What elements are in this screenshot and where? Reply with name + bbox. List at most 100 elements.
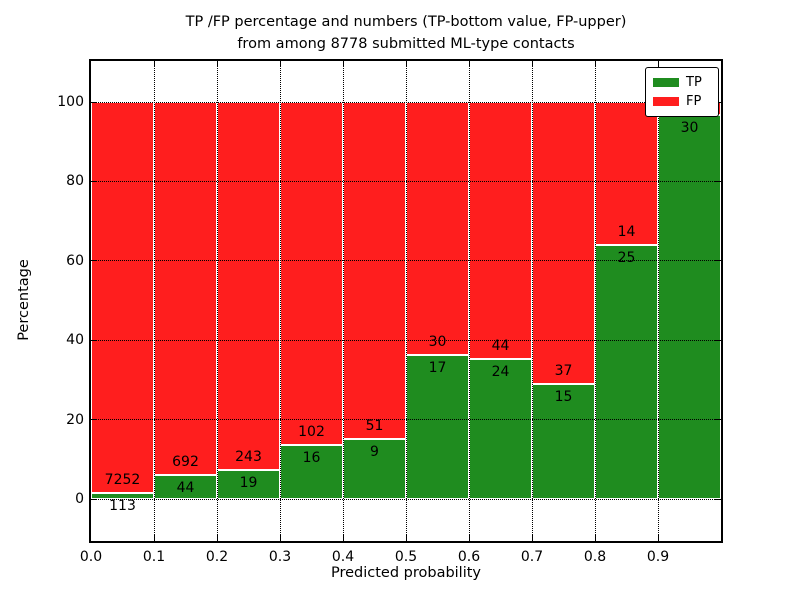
- bar-tp-0.3: [280, 445, 343, 499]
- y-tick-0: [91, 498, 97, 500]
- bar-fp-0.1: [154, 102, 217, 476]
- bar-fp-0.3: [280, 102, 343, 446]
- x-axis-label: Predicted probability: [330, 565, 482, 581]
- y-gridline-100: [91, 101, 721, 103]
- bar-tp-0.5: [406, 355, 469, 499]
- x-tick-top-0.6: [468, 61, 470, 67]
- legend-entry-fp: FP: [653, 92, 711, 111]
- bar-fp-0.7: [532, 102, 595, 385]
- tp-count-label-0.6: 24: [491, 363, 510, 380]
- chart-title-line-1: TP /FP percentage and numbers (TP-bottom…: [185, 14, 627, 30]
- x-tick-0.7: [531, 535, 533, 541]
- tp-count-label-0.9: 30: [680, 119, 699, 136]
- x-tick-label-0.3: 0.3: [268, 549, 292, 565]
- x-tick-0.1: [153, 535, 155, 541]
- x-tick-top-0.5: [405, 61, 407, 67]
- x-tick-0.8: [594, 535, 596, 541]
- tp-count-label-0.3: 16: [302, 450, 321, 467]
- x-tick-label-0.1: 0.1: [142, 549, 166, 565]
- bar-tp-0.9: [658, 114, 721, 499]
- bar-fp-0.6: [469, 102, 532, 359]
- bar-fp-0.2: [217, 102, 280, 471]
- x-tick-label-0.2: 0.2: [205, 549, 229, 565]
- y-tick-right-20: [715, 419, 721, 421]
- y-gridline-0: [91, 498, 721, 500]
- x-tick-label-0.6: 0.6: [457, 549, 481, 565]
- y-tick-right-60: [715, 260, 721, 262]
- y-gridline-80: [91, 180, 721, 182]
- legend: TP FP: [645, 67, 719, 117]
- fp-count-label-0.2: 243: [235, 449, 262, 466]
- x-tick-0.5: [405, 535, 407, 541]
- x-gridline-0.4: [342, 61, 344, 541]
- x-tick-top-0.2: [216, 61, 218, 67]
- fp-count-label-0.3: 102: [298, 424, 325, 441]
- x-gridline-0.2: [216, 61, 218, 541]
- fp-count-label-0.0: 7252: [104, 471, 141, 488]
- tp-count-label-0.0: 113: [109, 497, 136, 514]
- x-tick-label-0.7: 0.7: [520, 549, 544, 565]
- x-tick-0.2: [216, 535, 218, 541]
- x-gridline-0.9: [657, 61, 659, 541]
- y-tick-label-20: 20: [66, 411, 84, 428]
- x-tick-label-0.4: 0.4: [331, 549, 355, 565]
- y-gridline-60: [91, 260, 721, 262]
- y-tick-label-60: 60: [66, 252, 84, 269]
- fp-count-label-0.1: 692: [172, 454, 199, 471]
- x-gridline-0.5: [405, 61, 407, 541]
- bar-tp-0.6: [469, 358, 532, 499]
- bar-fp-0.5: [406, 102, 469, 356]
- bar-tp-0.7: [532, 384, 595, 499]
- y-tick-60: [91, 260, 97, 262]
- y-tick-80: [91, 180, 97, 182]
- bar-tp-0.4: [343, 439, 406, 499]
- y-tick-right-0: [715, 498, 721, 500]
- y-axis-label: Percentage: [16, 259, 32, 341]
- bar-fp-0.4: [343, 102, 406, 440]
- bar-tp-0.8: [595, 244, 658, 499]
- y-tick-20: [91, 419, 97, 421]
- x-tick-top-0.9: [657, 61, 659, 67]
- tp-count-label-0.1: 44: [176, 480, 195, 497]
- x-tick-top-0.1: [153, 61, 155, 67]
- y-tick-label-80: 80: [66, 173, 84, 190]
- x-tick-label-0.0: 0.0: [79, 549, 103, 565]
- x-tick-top-0.8: [594, 61, 596, 67]
- tp-count-label-0.8: 25: [617, 249, 636, 266]
- x-tick-label-0.5: 0.5: [394, 549, 418, 565]
- x-tick-top-0.3: [279, 61, 281, 67]
- fp-count-label-0.7: 37: [554, 363, 573, 380]
- y-tick-40: [91, 339, 97, 341]
- x-tick-0.4: [342, 535, 344, 541]
- x-gridline-0.1: [153, 61, 155, 541]
- y-tick-100: [91, 101, 97, 103]
- fp-count-label-0.5: 30: [428, 334, 447, 351]
- bar-fp-0.8: [595, 102, 658, 245]
- fp-count-label-0.4: 51: [365, 418, 384, 435]
- x-tick-0.3: [279, 535, 281, 541]
- tp-count-label-0.4: 9: [370, 444, 379, 461]
- tp-count-label-0.2: 19: [239, 475, 258, 492]
- x-gridline-0.8: [594, 61, 596, 541]
- fp-count-label-0.6: 44: [491, 337, 510, 354]
- tp-count-label-0.5: 17: [428, 360, 447, 377]
- y-tick-label-100: 100: [57, 94, 84, 110]
- tp-swatch-icon: [653, 78, 679, 87]
- x-tick-label-0.8: 0.8: [583, 549, 607, 565]
- legend-entry-tp: TP: [653, 73, 711, 92]
- legend-label-tp: TP: [686, 75, 702, 90]
- x-tick-0.9: [657, 535, 659, 541]
- bar-fp-0.0: [91, 102, 154, 493]
- legend-label-fp: FP: [686, 94, 702, 109]
- x-tick-label-0.9: 0.9: [646, 549, 670, 565]
- chart-title-line-2: from among 8778 submitted ML-type contac…: [237, 36, 575, 52]
- fp-count-label-0.8: 14: [617, 223, 636, 240]
- fp-swatch-icon: [653, 97, 679, 106]
- x-gridline-0.3: [279, 61, 281, 541]
- y-tick-right-40: [715, 339, 721, 341]
- tp-count-label-0.7: 15: [554, 389, 573, 406]
- y-tick-label-40: 40: [66, 332, 84, 349]
- y-gridline-40: [91, 339, 721, 341]
- x-gridline-0.7: [531, 61, 533, 541]
